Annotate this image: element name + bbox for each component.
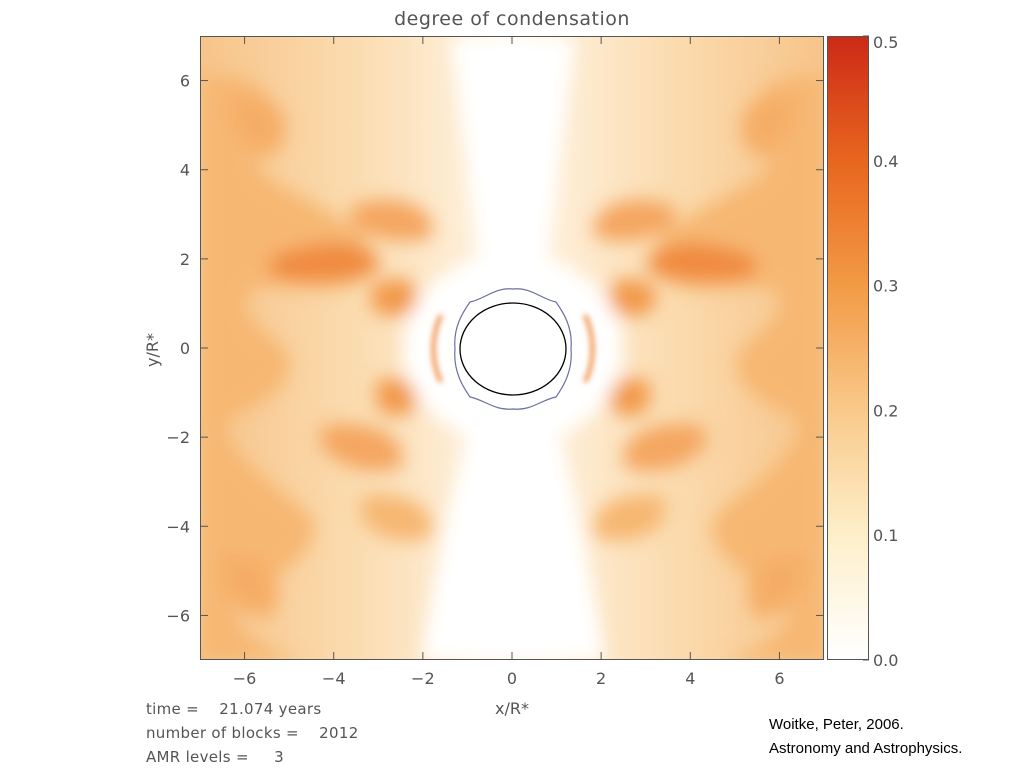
colorbar-tick-label: 0.5: [873, 33, 898, 52]
stellar-surface-circle: [459, 302, 567, 396]
y-tick-label: −6: [166, 606, 190, 625]
colorbar-tick-label: 0.0: [873, 651, 898, 670]
heatmap-plot: [200, 36, 824, 660]
y-axis-ticks: 6 4 2 0 −2 −4 −6: [166, 72, 824, 625]
time-annotation: time = 21.074 years: [146, 700, 322, 718]
y-tick-label: −2: [166, 428, 190, 447]
x-tick-label: 6: [774, 669, 784, 688]
x-tick-label: −6: [233, 669, 257, 688]
x-tick-label: 0: [507, 669, 517, 688]
y-tick-label: −4: [166, 517, 190, 536]
y-tick-label: 4: [180, 161, 190, 180]
colorbar-ticks: 0.0 0.1 0.2 0.3 0.4 0.5: [863, 33, 898, 670]
y-tick-label: 0: [180, 339, 190, 358]
x-axis-ticks: −6 −4 −2 0 2 4 6: [233, 36, 785, 688]
chart-title: degree of condensation: [394, 8, 630, 30]
blocks-annotation: number of blocks = 2012: [146, 724, 359, 742]
y-tick-label: 6: [180, 72, 190, 91]
heatmap-canvas: [201, 37, 823, 659]
y-tick-label: 2: [180, 250, 190, 269]
colorbar-tick-label: 0.3: [873, 277, 898, 296]
colorbar-tick-label: 0.4: [873, 152, 898, 171]
inner-shell-arcs: [431, 314, 595, 383]
citation-author: Woitke, Peter, 2006.: [769, 716, 904, 733]
x-tick-label: 2: [596, 669, 606, 688]
y-axis-title: y/R*: [143, 333, 162, 367]
x-axis-title: x/R*: [495, 699, 529, 718]
dust-boundary-contour: [454, 288, 572, 410]
x-tick-label: 4: [685, 669, 695, 688]
colorbar: [827, 36, 869, 660]
colorbar-tick-label: 0.1: [873, 526, 898, 545]
citation-journal: Astronomy and Astrophysics.: [769, 740, 963, 757]
x-tick-label: −4: [322, 669, 346, 688]
colorbar-tick-label: 0.2: [873, 401, 898, 420]
amr-annotation: AMR levels = 3: [146, 748, 284, 766]
x-tick-label: −2: [411, 669, 435, 688]
